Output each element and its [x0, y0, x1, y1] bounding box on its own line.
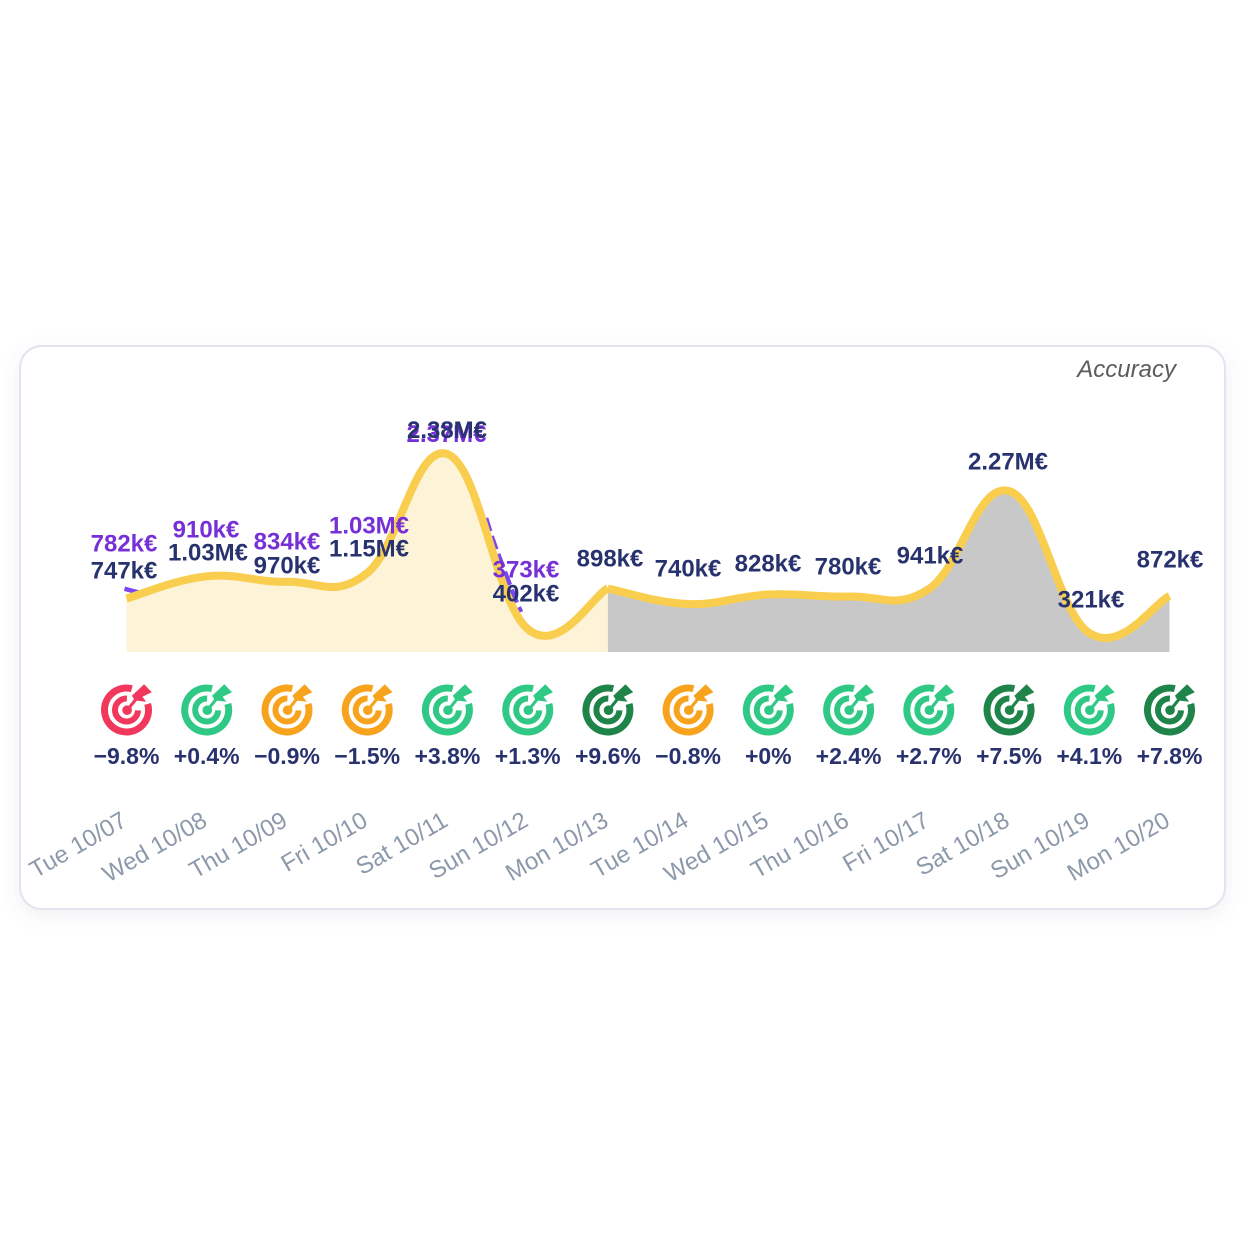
svg-text:−0.9%: −0.9% — [254, 743, 320, 769]
svg-text:740k€: 740k€ — [655, 556, 722, 583]
svg-text:2.38M€: 2.38M€ — [407, 417, 487, 444]
svg-text:373k€: 373k€ — [493, 557, 560, 584]
svg-text:970k€: 970k€ — [254, 553, 321, 580]
svg-text:+0%: +0% — [745, 743, 792, 769]
svg-text:872k€: 872k€ — [1137, 547, 1204, 574]
svg-text:828k€: 828k€ — [735, 551, 802, 578]
svg-text:+1.3%: +1.3% — [495, 743, 561, 769]
svg-text:+2.4%: +2.4% — [816, 743, 882, 769]
svg-text:+3.8%: +3.8% — [414, 743, 480, 769]
svg-text:780k€: 780k€ — [815, 554, 882, 581]
svg-text:+0.4%: +0.4% — [174, 743, 240, 769]
svg-text:910k€: 910k€ — [173, 517, 240, 544]
svg-text:−0.8%: −0.8% — [655, 743, 721, 769]
svg-text:321k€: 321k€ — [1058, 587, 1125, 614]
svg-text:Accuracy: Accuracy — [1075, 356, 1178, 383]
svg-text:+4.1%: +4.1% — [1056, 743, 1122, 769]
svg-text:782k€: 782k€ — [91, 531, 158, 558]
svg-text:834k€: 834k€ — [254, 529, 321, 556]
svg-text:1.03M€: 1.03M€ — [168, 540, 248, 567]
svg-text:1.03M€: 1.03M€ — [329, 513, 409, 540]
svg-text:+2.7%: +2.7% — [896, 743, 962, 769]
svg-text:−1.5%: −1.5% — [334, 743, 400, 769]
svg-text:402k€: 402k€ — [493, 581, 560, 608]
svg-text:+9.6%: +9.6% — [575, 743, 641, 769]
svg-text:2.27M€: 2.27M€ — [968, 449, 1048, 476]
svg-text:747k€: 747k€ — [91, 558, 158, 585]
svg-text:+7.8%: +7.8% — [1137, 743, 1203, 769]
svg-text:2.37M€: 2.37M€ — [406, 421, 486, 448]
svg-text:941k€: 941k€ — [897, 543, 964, 570]
svg-text:+7.5%: +7.5% — [976, 743, 1042, 769]
svg-text:1.15M€: 1.15M€ — [329, 536, 409, 563]
svg-text:−9.8%: −9.8% — [94, 743, 160, 769]
svg-text:898k€: 898k€ — [577, 546, 644, 573]
